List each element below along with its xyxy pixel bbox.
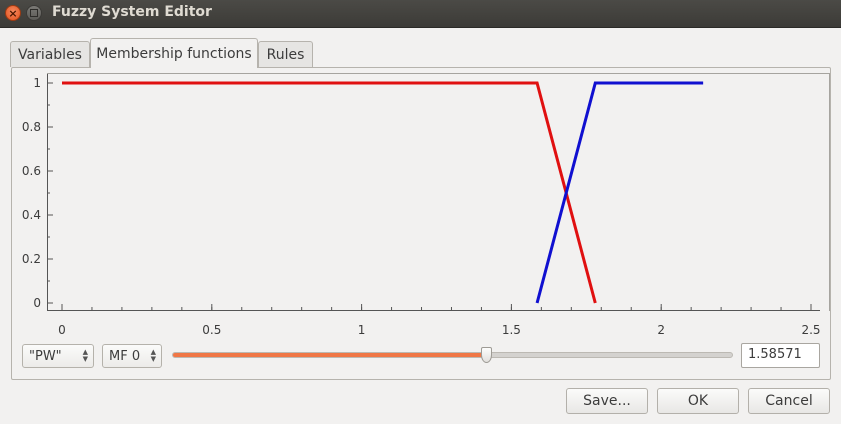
tab-panel	[11, 67, 831, 380]
x-tick-label: 0	[58, 323, 66, 337]
window-title: Fuzzy System Editor	[52, 4, 212, 20]
tab-membership-functions[interactable]: Membership functions	[90, 38, 258, 68]
x-tick-label: 2	[657, 323, 665, 337]
tab-variables[interactable]: Variables	[10, 41, 90, 67]
plot-area	[48, 74, 819, 310]
variable-select[interactable]: "PW" ▲ ▼	[22, 344, 94, 368]
mf-select[interactable]: MF 0 ▲ ▼	[102, 344, 162, 368]
membership-function-line-1	[535, 81, 704, 304]
minimize-icon[interactable]	[26, 5, 42, 21]
y-tick-label: 0.6	[22, 164, 41, 178]
plot-frame	[47, 73, 830, 311]
y-tick-label: 0.4	[22, 208, 41, 222]
x-tick-label: 2.5	[801, 323, 820, 337]
x-tick-label: 1.5	[502, 323, 521, 337]
y-tick-label: 0.2	[22, 252, 41, 266]
parameter-value-field[interactable]: 1.58571	[741, 343, 820, 368]
y-tick-label: 0.8	[22, 120, 41, 134]
spinner-arrows-icon: ▲ ▼	[82, 348, 88, 363]
title-bar: × Fuzzy System Editor	[0, 0, 841, 28]
slider-fill	[173, 353, 487, 357]
spinner-arrows-icon: ▲ ▼	[150, 348, 156, 363]
cancel-button[interactable]: Cancel	[748, 388, 830, 414]
mf-parameter-slider[interactable]	[172, 352, 733, 358]
membership-function-line-0	[62, 81, 597, 304]
x-tick-label: 0.5	[202, 323, 221, 337]
close-icon[interactable]: ×	[5, 5, 21, 21]
tab-rules[interactable]: Rules	[258, 41, 313, 67]
save-button[interactable]: Save...	[566, 388, 648, 414]
ok-button[interactable]: OK	[657, 388, 739, 414]
variable-select-value: "PW"	[29, 348, 62, 364]
y-tick-label: 0	[33, 296, 41, 310]
y-tick-label: 1	[33, 76, 41, 90]
slider-handle[interactable]	[480, 347, 492, 363]
x-tick-label: 1	[358, 323, 366, 337]
mf-select-value: MF 0	[109, 348, 141, 364]
